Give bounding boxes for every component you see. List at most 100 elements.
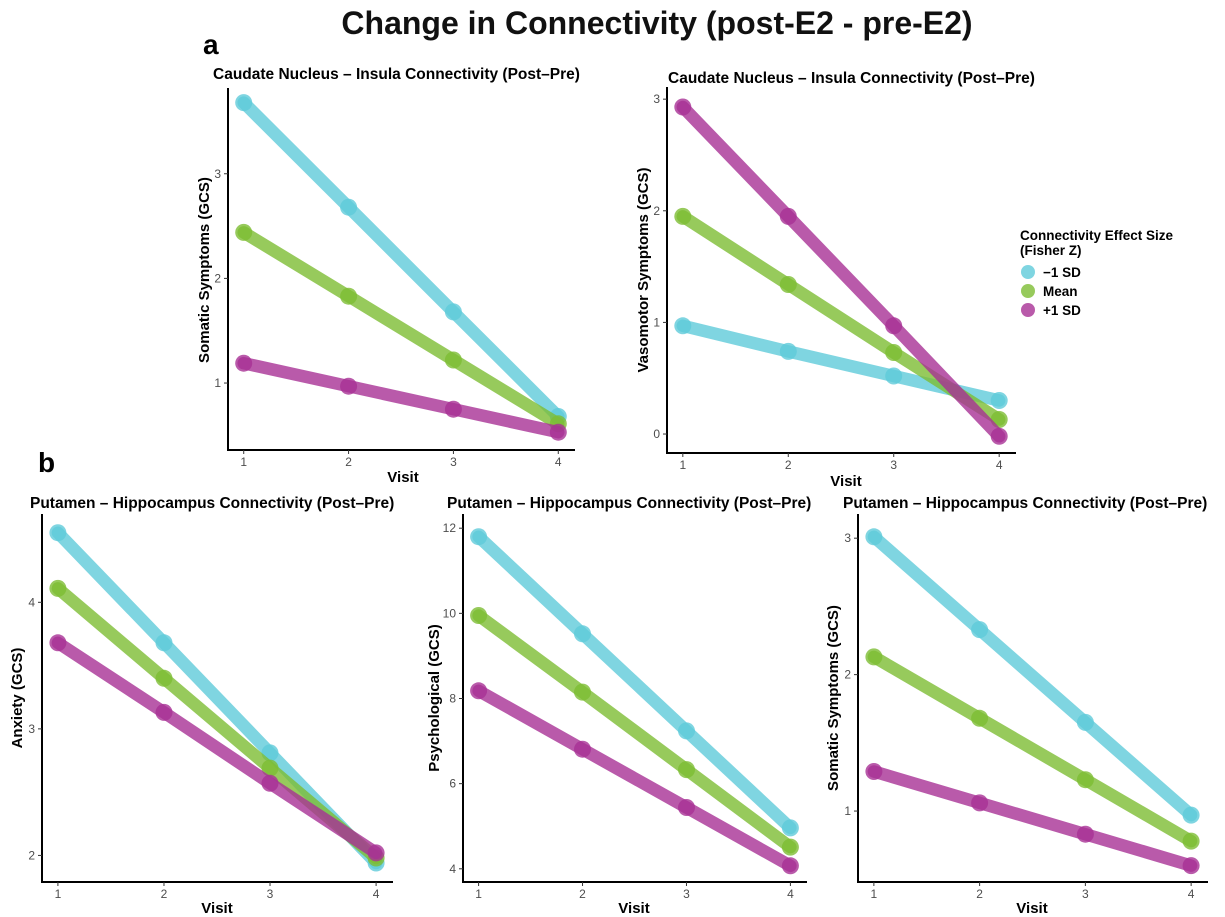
legend-label: Mean xyxy=(1043,284,1078,299)
data-point xyxy=(340,198,358,216)
series-line xyxy=(237,356,565,439)
x-axis-label: Visit xyxy=(387,469,418,486)
series-plus-1sd xyxy=(49,634,385,862)
panel-label-a: a xyxy=(203,29,219,60)
x-tick-label: 2 xyxy=(161,887,168,901)
y-tick-label: 3 xyxy=(653,92,660,106)
x-tick-label: 2 xyxy=(785,458,792,472)
data-point xyxy=(781,819,799,837)
data-point xyxy=(971,621,989,639)
chart-title: Putamen – Hippocampus Connectivity (Post… xyxy=(30,495,394,512)
legend-swatch xyxy=(1021,284,1035,298)
x-axis-label: Visit xyxy=(1016,900,1047,917)
data-point xyxy=(779,342,797,360)
y-tick-label: 3 xyxy=(28,722,35,736)
legend-swatch xyxy=(1021,303,1035,317)
axis-ticks: 2 3 4 1 2 3 4 xyxy=(28,595,379,901)
data-point xyxy=(470,607,488,624)
data-point xyxy=(1076,771,1094,789)
data-point xyxy=(574,740,591,758)
x-tick-label: 4 xyxy=(996,458,1003,472)
chart-title: Caudate Nucleus – Insula Connectivity (P… xyxy=(213,66,580,83)
y-tick-label: 1 xyxy=(214,376,221,390)
chart-title: Putamen – Hippocampus Connectivity (Post… xyxy=(843,495,1207,512)
data-point xyxy=(781,838,799,856)
legend-label: −1 SD xyxy=(1043,265,1081,280)
series-marks xyxy=(470,528,799,875)
x-tick-label: 2 xyxy=(976,887,983,901)
chart-title: Putamen – Hippocampus Connectivity (Post… xyxy=(447,495,811,512)
data-point xyxy=(155,703,173,721)
data-point xyxy=(470,682,488,700)
x-tick-label: 3 xyxy=(890,458,897,472)
data-point xyxy=(674,207,692,225)
data-point xyxy=(971,794,989,812)
series-mean xyxy=(470,607,799,856)
data-point xyxy=(155,669,173,687)
axis-ticks: 0 1 2 3 1 2 3 4 xyxy=(653,92,1003,472)
data-point xyxy=(235,354,253,372)
data-point xyxy=(444,351,462,369)
x-tick-label: 4 xyxy=(1188,887,1195,901)
data-point xyxy=(340,287,358,305)
data-point xyxy=(781,857,799,875)
data-point xyxy=(235,223,253,241)
data-point xyxy=(1076,825,1094,843)
y-axis-label: Psychological (GCS) xyxy=(426,624,443,772)
y-tick-label: 10 xyxy=(443,606,457,620)
x-tick-label: 2 xyxy=(579,887,586,901)
chart-caudate-insula-somatic: Caudate Nucleus – Insula Connectivity (P… xyxy=(196,66,580,486)
series-plus-1sd xyxy=(235,354,567,441)
data-point xyxy=(1182,857,1200,875)
series-mean xyxy=(865,648,1200,850)
legend-item-mean: Mean xyxy=(1021,284,1078,299)
data-point xyxy=(990,392,1008,409)
x-tick-label: 4 xyxy=(555,455,562,469)
data-point xyxy=(885,344,903,361)
data-point xyxy=(674,98,692,116)
y-axis-label: Somatic Symptoms (GCS) xyxy=(825,605,842,791)
series-line xyxy=(51,636,383,860)
panel-label-b: b xyxy=(38,447,55,478)
data-point xyxy=(865,763,883,780)
legend-swatch xyxy=(1021,265,1035,279)
data-point xyxy=(678,722,695,740)
chart-putamen-hippocampus-anxiety: Putamen – Hippocampus Connectivity (Post… xyxy=(9,495,394,917)
data-point xyxy=(155,634,173,652)
x-tick-label: 3 xyxy=(450,455,457,469)
y-tick-label: 1 xyxy=(653,315,660,329)
data-point xyxy=(885,367,903,385)
data-point xyxy=(444,303,462,321)
y-tick-label: 3 xyxy=(844,531,851,545)
data-point xyxy=(678,761,695,779)
series-line xyxy=(472,530,797,835)
x-tick-label: 1 xyxy=(871,887,878,901)
y-tick-label: 1 xyxy=(844,804,851,818)
data-point xyxy=(261,774,279,792)
series-line xyxy=(867,530,1198,822)
x-tick-label: 1 xyxy=(475,887,482,901)
chart-putamen-hippocampus-psychological: Putamen – Hippocampus Connectivity (Post… xyxy=(426,495,811,917)
legend-title: Connectivity Effect Size xyxy=(1020,228,1174,243)
data-point xyxy=(49,524,67,542)
data-point xyxy=(885,317,903,335)
legend-label: +1 SD xyxy=(1043,303,1081,318)
data-point xyxy=(1076,713,1094,731)
series-marks xyxy=(674,98,1008,445)
data-point xyxy=(49,634,67,652)
series-plus-1sd xyxy=(470,682,799,875)
y-tick-label: 3 xyxy=(214,167,221,181)
x-axis-label: Visit xyxy=(830,473,861,490)
axis-ticks: 1 2 3 1 2 3 4 xyxy=(214,167,562,469)
x-tick-label: 2 xyxy=(345,455,352,469)
chart-title: Caudate Nucleus – Insula Connectivity (P… xyxy=(668,70,1035,87)
data-point xyxy=(235,94,253,112)
y-tick-label: 2 xyxy=(28,848,35,862)
legend: Connectivity Effect Size (Fisher Z) −1 S… xyxy=(1020,228,1174,318)
data-point xyxy=(678,799,695,816)
series-marks xyxy=(865,528,1200,875)
x-axis-label: Visit xyxy=(618,900,649,917)
data-point xyxy=(1182,806,1200,824)
y-tick-label: 6 xyxy=(449,777,456,791)
